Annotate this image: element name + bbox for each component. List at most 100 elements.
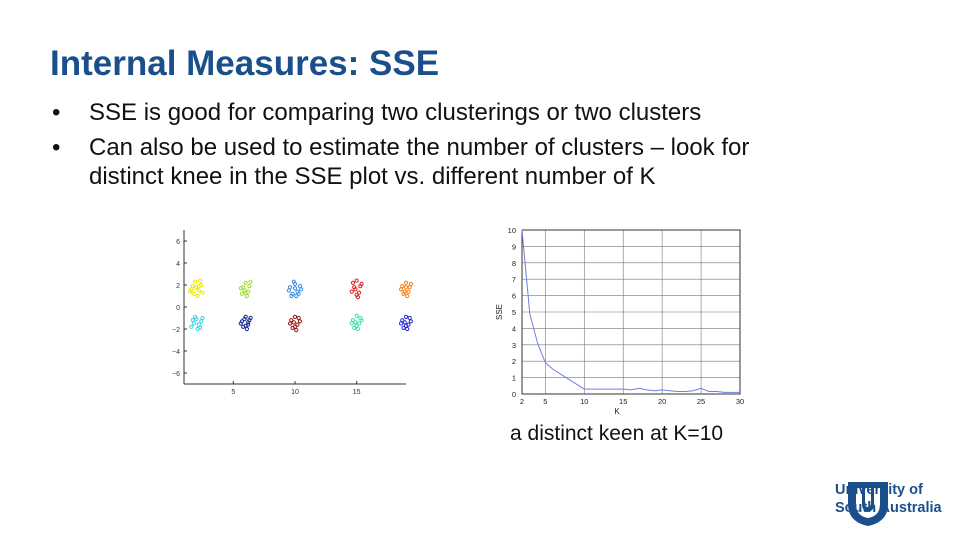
- scatter-point: [353, 287, 358, 292]
- scatter-point: [238, 321, 243, 326]
- y-tick-label: 10: [508, 226, 516, 235]
- scatter-point: [405, 293, 410, 299]
- y-tick-label: −2: [172, 327, 180, 334]
- scatter-point: [349, 321, 354, 326]
- scatter-point: [243, 280, 248, 285]
- scatter-point: [349, 289, 354, 294]
- bullet-text: Can also be used to estimate the number …: [89, 134, 750, 161]
- scatter-point: [243, 290, 248, 295]
- bullet-symbol: •: [52, 99, 61, 126]
- scatter-point: [246, 320, 251, 325]
- scatter-point: [239, 291, 245, 296]
- scatter-point: [402, 320, 407, 325]
- clusters-scatter-plot: 6 4 2 0 −2 −4 −6 5 10 15: [172, 230, 414, 396]
- scatter-point: [408, 281, 414, 287]
- scatter-point: [359, 281, 364, 287]
- scatter-point: [296, 315, 301, 321]
- scatter-point: [354, 278, 359, 283]
- bullet-item: • SSE is good for comparing two clusteri…: [52, 98, 912, 127]
- scatter-point: [407, 315, 412, 321]
- x-tick-label: 15: [619, 397, 627, 406]
- y-tick-label: 6: [176, 239, 180, 246]
- scatter-point: [242, 317, 247, 322]
- scatter-point: [191, 321, 196, 326]
- scatter-point: [200, 290, 205, 295]
- y-tick-label: 3: [512, 341, 516, 350]
- sse-series-line: [521, 229, 740, 393]
- bullet-list: • SSE is good for comparing two clusteri…: [52, 98, 912, 197]
- scatter-point: [400, 284, 405, 289]
- scatter-point: [407, 285, 412, 290]
- scatter-point: [190, 284, 195, 289]
- scatter-point: [400, 318, 405, 323]
- y-tick-label: 8: [512, 259, 516, 268]
- scatter-point: [238, 286, 243, 291]
- scatter-point: [196, 288, 201, 293]
- plot-frame: [521, 229, 741, 395]
- scatter-point: [403, 285, 409, 290]
- unisa-emblem-icon: [848, 482, 888, 526]
- x-tick-label: 25: [697, 397, 705, 406]
- scatter-point: [197, 325, 203, 331]
- x-tick-label: 5: [543, 397, 547, 406]
- scatter-point: [354, 323, 359, 328]
- scatter-point: [291, 279, 296, 284]
- y-tick-label: 5: [512, 308, 516, 317]
- scatter-point: [196, 284, 201, 289]
- scatter-point: [355, 326, 360, 332]
- y-tick-label: 2: [176, 283, 180, 290]
- scatter-point: [357, 290, 362, 295]
- x-tick-label: 2: [520, 397, 524, 406]
- x-tick-label: 30: [736, 397, 744, 406]
- logo-line-1: University of: [835, 482, 923, 498]
- bullet-text: SSE is good for comparing two clustering…: [89, 99, 702, 126]
- scatter-point: [350, 280, 356, 285]
- scatter-point: [297, 284, 303, 289]
- x-tick-label: 15: [353, 389, 361, 396]
- scatter-point: [195, 293, 200, 299]
- scatter-point: [190, 318, 195, 323]
- scatter-point: [292, 314, 298, 320]
- scatter-point: [243, 323, 248, 328]
- scatter-point: [286, 288, 291, 293]
- scatter-point: [292, 324, 298, 329]
- scatter-point: [188, 289, 193, 294]
- scatter-point: [403, 314, 409, 320]
- y-tick-label: 1: [512, 374, 516, 383]
- y-tick-label: 6: [512, 292, 516, 301]
- y-tick-label: 0: [512, 390, 516, 399]
- scatter-point: [405, 326, 410, 332]
- scatter-point: [248, 279, 253, 284]
- x-tick-label: 10: [291, 389, 299, 396]
- scatter-point: [191, 291, 196, 296]
- y-tick-label: 4: [176, 261, 180, 268]
- scatter-point: [287, 285, 293, 290]
- scatter-point: [296, 291, 301, 296]
- scatter-point: [401, 325, 406, 331]
- y-tick-label: 7: [512, 275, 516, 284]
- x-axis-label: K: [614, 407, 620, 416]
- scatter-point: [403, 280, 409, 285]
- y-tick-label: 0: [176, 305, 180, 312]
- scatter-point: [294, 293, 299, 299]
- scatter-point: [189, 324, 194, 329]
- scatter-point: [354, 292, 359, 298]
- scatter-point: [193, 279, 198, 284]
- scatter-point: [358, 315, 363, 321]
- x-tick-label: 20: [658, 397, 666, 406]
- y-tick-label: 4: [512, 324, 516, 333]
- scatter-point: [248, 315, 253, 321]
- scatter-point: [247, 284, 252, 289]
- scatter-point: [244, 293, 250, 299]
- bullet-item: • Can also be used to estimate the numbe…: [52, 133, 912, 191]
- y-tick-label: −4: [172, 349, 180, 356]
- scatter-point: [299, 287, 304, 292]
- scatter-point: [350, 318, 356, 323]
- scatter-point: [406, 289, 411, 294]
- bullet-text: distinct knee in the SSE plot vs. differ…: [89, 163, 656, 190]
- scatter-point: [403, 323, 409, 328]
- scatter-point: [357, 321, 362, 326]
- scatter-point: [294, 328, 299, 333]
- chart-caption: a distinct keen at K=10: [510, 422, 724, 445]
